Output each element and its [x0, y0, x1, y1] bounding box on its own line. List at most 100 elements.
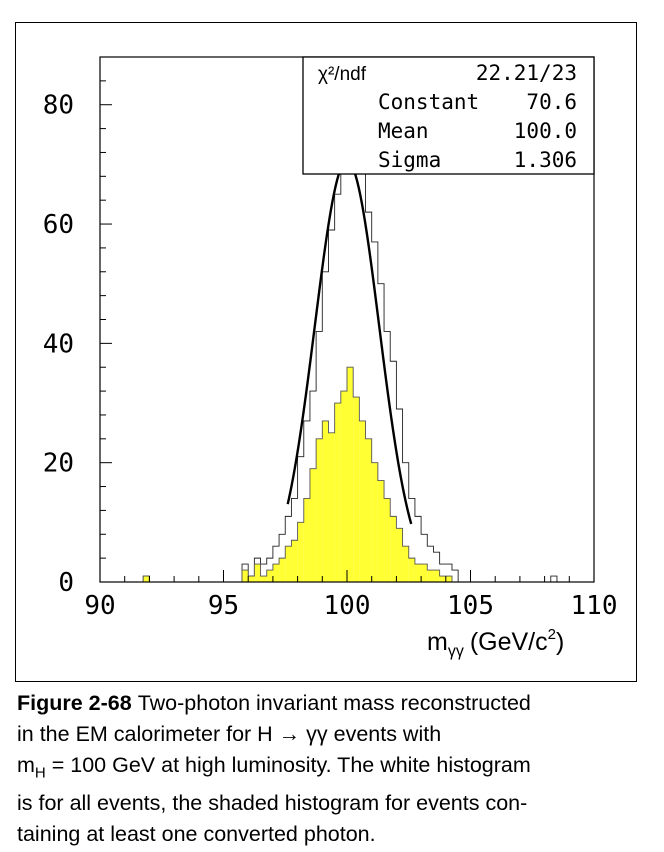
bin-converted — [340, 391, 347, 582]
bin-converted — [414, 564, 422, 582]
bin-converted — [254, 564, 261, 582]
stats-sigma-value: 1.306 — [514, 148, 577, 172]
bin-all-events — [347, 110, 354, 583]
x-tick-label: 90 — [84, 591, 115, 621]
stats-constant-label: Constant — [378, 90, 479, 114]
x-axis-label: mγγ (GeV/c2) — [427, 626, 564, 660]
bin-all-events — [451, 570, 459, 582]
caption-line1-text: Two-photon invariant mass reconstructed — [137, 691, 531, 715]
bin-converted — [143, 576, 150, 582]
bin-all-events — [340, 170, 347, 582]
caption-line-4: is for all events, the shaded histogram … — [17, 791, 528, 816]
bin-all-events — [402, 462, 409, 582]
caption-line3-post: = 100 GeV at high luminosity. The white … — [45, 753, 531, 777]
x-tick-label: 105 — [447, 591, 494, 621]
bin-converted — [433, 570, 440, 582]
bin-all-events — [408, 498, 415, 582]
bin-converted — [371, 462, 378, 582]
figure-frame — [15, 22, 637, 682]
bin-all-events — [328, 230, 335, 583]
bin-all-events — [396, 408, 403, 582]
bin-converted — [279, 558, 286, 582]
bin-converted — [427, 570, 434, 582]
y-tick-label: 0 — [58, 568, 74, 598]
bin-converted — [402, 546, 409, 582]
bin-converted — [384, 498, 391, 582]
caption-line-1: Figure 2-68 Two-photon invariant mass rec… — [17, 688, 647, 719]
x-axis-label-sup: 2 — [548, 626, 556, 643]
bin-all-events — [427, 546, 434, 582]
bin-converted — [365, 438, 372, 582]
bin-converted — [316, 438, 323, 582]
caption-line3-pre: m — [17, 753, 35, 777]
bin-all-events — [377, 283, 385, 582]
x-axis-label-close: ) — [556, 628, 564, 656]
x-axis-label-units: (GeV/c — [470, 628, 548, 656]
x-axis-label-main: m — [427, 628, 448, 656]
x-tick-label: 110 — [571, 591, 618, 621]
bin-all-events — [353, 122, 360, 582]
bin-converted — [377, 480, 385, 582]
caption-line-3: mH = 100 GeV at high luminosity. The whi… — [17, 750, 647, 788]
x-tick-label: 95 — [208, 591, 239, 621]
caption-line-5: taining at least one converted photon. — [17, 822, 376, 847]
bin-all-events — [384, 331, 391, 582]
bin-converted — [396, 528, 403, 582]
bin-all-events — [359, 158, 366, 582]
axis-layer: 90 95 100 105 110 0 20 40 60 80 — [43, 56, 618, 621]
bin-converted — [359, 420, 366, 582]
bin-all-events — [433, 552, 440, 582]
bin-converted — [445, 576, 452, 582]
bin-converted — [408, 558, 415, 582]
series-converted — [142, 366, 453, 582]
histogram-layer — [142, 110, 558, 583]
y-tick-label: 60 — [43, 210, 74, 240]
stats-mean-value: 100.0 — [514, 119, 577, 143]
bin-converted — [309, 468, 317, 582]
x-tick-label: 100 — [324, 591, 371, 621]
bin-converted — [242, 570, 249, 582]
stats-box: χ²/ndf 22.21/23 Constant 70.6 Mean 100.0… — [302, 56, 595, 175]
bin-converted — [266, 570, 273, 582]
y-tick-label: 80 — [43, 91, 74, 121]
bin-converted — [260, 576, 267, 582]
figure-caption: Figure 2-68 Two-photon invariant mass rec… — [17, 688, 647, 850]
stats-sigma-label: Sigma — [378, 148, 441, 172]
chart: 90 95 100 105 110 0 20 40 60 80 χ²/ndf 22.21/23 C… — [43, 56, 618, 660]
stats-mean-label: Mean — [378, 119, 429, 143]
bin-converted — [353, 397, 360, 582]
bin-converted — [421, 564, 428, 582]
bin-converted — [390, 516, 397, 582]
bin-converted — [322, 420, 329, 582]
bin-converted — [285, 546, 292, 582]
stats-constant-value: 70.6 — [526, 90, 577, 114]
stats-chi2-value: 22.21/23 — [476, 61, 577, 85]
bin-converted — [334, 403, 341, 582]
stats-chi2-label: χ²/ndf — [318, 64, 367, 85]
bin-all-events — [414, 516, 422, 582]
caption-figure-label: Figure 2-68 — [17, 691, 132, 715]
bin-all-events — [260, 564, 267, 582]
bin-converted — [297, 522, 304, 582]
caption-line3-sub: H — [34, 764, 46, 782]
y-tick-label: 40 — [43, 329, 74, 359]
bin-all-events — [445, 564, 452, 582]
bin-all-events — [334, 194, 341, 582]
bin-converted — [248, 576, 255, 582]
stats-box-border — [302, 56, 595, 175]
bin-converted — [291, 540, 298, 582]
y-tick-label: 20 — [43, 449, 74, 479]
bin-all-events — [550, 576, 557, 582]
bin-all-events — [365, 212, 372, 582]
bin-all-events — [297, 456, 304, 582]
bin-converted — [439, 576, 446, 582]
bin-all-events — [421, 534, 428, 582]
bin-all-events — [390, 361, 397, 582]
caption-line-2: in the EM calorimeter for H → γγ events … — [17, 722, 442, 746]
bin-converted — [272, 564, 280, 582]
bin-converted — [347, 367, 354, 582]
bin-all-events — [371, 241, 378, 582]
bin-all-events — [439, 564, 446, 582]
bin-converted — [303, 498, 310, 582]
x-axis-label-sub: γγ — [448, 643, 464, 660]
